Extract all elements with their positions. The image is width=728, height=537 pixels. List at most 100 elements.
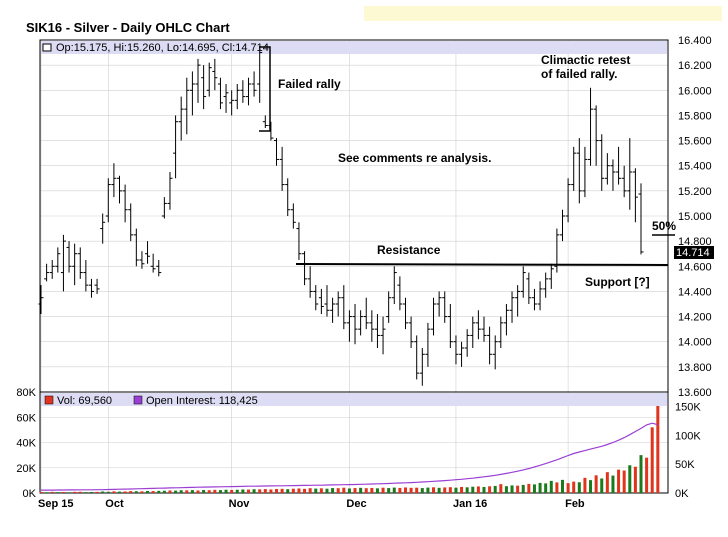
volume-bar bbox=[89, 491, 93, 493]
ohlc-bar bbox=[453, 335, 459, 365]
volume-tick-label: 40K bbox=[16, 438, 36, 450]
volume-tick-label: 60K bbox=[16, 412, 36, 424]
ohlc-bar bbox=[571, 146, 577, 191]
ohlc-bar bbox=[206, 62, 212, 97]
volume-legend-band bbox=[41, 393, 667, 406]
date-tick-label: Sep 15 bbox=[38, 498, 73, 510]
ohlc-bar bbox=[559, 209, 565, 242]
volume-bar bbox=[146, 490, 150, 493]
ohlc-bar bbox=[470, 316, 476, 348]
ohlc-bar bbox=[374, 314, 380, 348]
ohlc-bar bbox=[38, 285, 44, 315]
ohlc-bar bbox=[100, 213, 106, 244]
ohlc-bar bbox=[498, 316, 504, 348]
legend-open: Op:15.175 bbox=[56, 42, 107, 54]
volume-bar bbox=[465, 487, 469, 493]
ohlc-bar bbox=[66, 241, 72, 273]
volume-bar bbox=[190, 490, 194, 493]
volume-bar bbox=[95, 491, 99, 493]
volume-bar bbox=[499, 484, 503, 493]
ohlc-bar bbox=[49, 260, 55, 279]
volume-bar bbox=[129, 491, 133, 493]
volume-bar bbox=[39, 491, 43, 493]
ohlc-bar bbox=[459, 341, 465, 367]
volume-bar bbox=[162, 490, 166, 493]
volume-bar bbox=[258, 489, 262, 493]
oi-tick-label: 100K bbox=[675, 430, 701, 442]
last-price-box bbox=[674, 246, 714, 259]
volume-bar bbox=[140, 491, 144, 493]
volume-bar bbox=[426, 487, 430, 493]
ohlc-bar bbox=[554, 228, 560, 273]
volume-bar bbox=[179, 490, 183, 493]
volume-bar bbox=[510, 485, 514, 493]
volume-bar bbox=[454, 487, 458, 493]
ohlc-bar bbox=[610, 159, 616, 191]
volume-bar bbox=[61, 491, 65, 493]
volume-bar bbox=[101, 491, 105, 493]
volume-bar bbox=[196, 490, 200, 493]
volume-bar bbox=[633, 466, 637, 493]
ohlc-bar bbox=[436, 291, 442, 317]
volume-bar bbox=[398, 487, 402, 493]
volume-bar bbox=[319, 488, 323, 493]
ohlc-bar bbox=[245, 77, 251, 106]
ohlc-legend-text: Op:15.175, Hi:15.260, Lo:14.695, Cl:14.7… bbox=[56, 42, 269, 54]
volume-bar bbox=[56, 492, 60, 493]
price-tick-label: 15.200 bbox=[678, 186, 712, 198]
volume-bar bbox=[202, 489, 206, 493]
ohlc-bar bbox=[212, 58, 218, 91]
volume-bar bbox=[403, 487, 407, 493]
volume-bar bbox=[432, 487, 436, 493]
ohlc-bar bbox=[397, 276, 403, 311]
ohlc-bar bbox=[408, 316, 414, 348]
volume-bar bbox=[314, 488, 318, 493]
ohlc-bar bbox=[391, 266, 397, 304]
oi-tick-label: 150K bbox=[675, 401, 701, 413]
ohlc-bar bbox=[60, 234, 66, 292]
open-interest-line bbox=[41, 422, 658, 491]
open-interest-axis: 150K 100K 50K 0K bbox=[675, 401, 701, 500]
ohlc-bar bbox=[285, 178, 291, 216]
ohlc-bar bbox=[279, 146, 285, 191]
volume-bar bbox=[50, 491, 54, 493]
chart-title: SIK16 - Silver - Daily OHLC Chart bbox=[26, 20, 230, 35]
ohlc-bar bbox=[117, 175, 123, 204]
price-tick-label: 14.200 bbox=[678, 312, 712, 324]
volume-bar bbox=[123, 491, 127, 493]
volume-bar bbox=[460, 486, 464, 493]
volume-bar bbox=[448, 487, 452, 493]
volume-bar bbox=[359, 487, 363, 493]
oi-legend-text: Open Interest: 118,425 bbox=[146, 395, 258, 407]
volume-bar bbox=[213, 489, 217, 493]
volume-bar bbox=[628, 465, 632, 493]
ohlc-bar bbox=[189, 71, 195, 116]
ohlc-bar bbox=[184, 77, 190, 135]
volume-bar bbox=[207, 490, 211, 493]
resistance-line bbox=[295, 263, 669, 266]
volume-bar bbox=[538, 482, 542, 493]
ohlc-bar bbox=[515, 285, 521, 317]
volume-bar bbox=[280, 488, 284, 493]
ohlc-bar bbox=[341, 285, 347, 330]
volume-bar bbox=[650, 427, 654, 493]
ohlc-bar bbox=[627, 138, 633, 210]
ohlc-bar bbox=[475, 310, 481, 340]
ohlc-bar bbox=[487, 326, 493, 365]
volume-bar bbox=[241, 489, 245, 493]
volume-bar bbox=[336, 488, 340, 493]
ohlc-bar bbox=[363, 297, 369, 330]
volume-bar bbox=[185, 490, 189, 493]
volume-bar bbox=[482, 486, 486, 493]
volume-bar bbox=[118, 491, 122, 493]
ohlc-bar bbox=[234, 84, 240, 110]
volume-bar bbox=[549, 480, 553, 493]
oi-tick-label: 50K bbox=[675, 459, 695, 471]
ohlc-bar bbox=[257, 46, 263, 103]
ohlc-bar bbox=[531, 288, 537, 311]
volume-bar bbox=[364, 488, 368, 493]
ohlc-bar bbox=[313, 285, 319, 311]
price-grid bbox=[40, 39, 668, 493]
ohlc-bar bbox=[173, 115, 179, 179]
